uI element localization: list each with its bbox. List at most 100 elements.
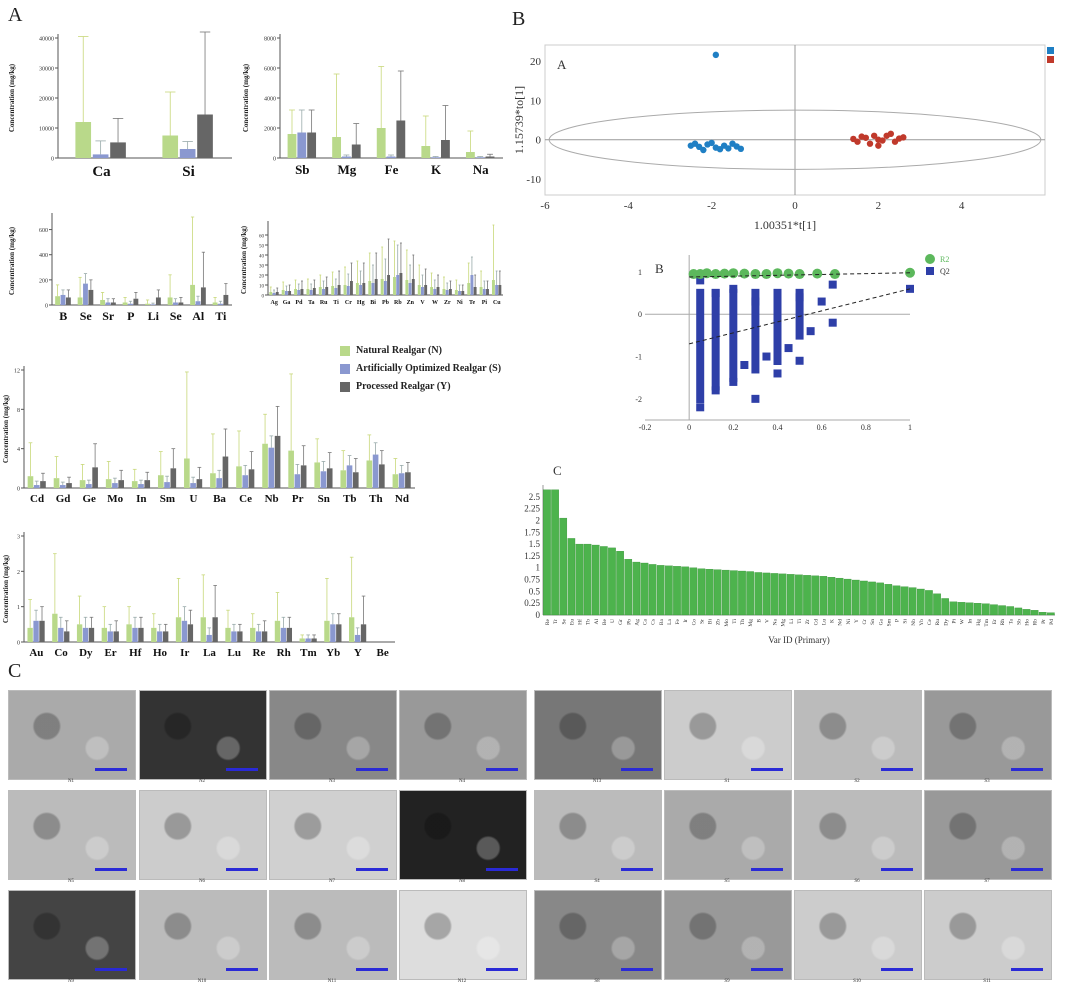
bar — [138, 627, 144, 642]
y-tick-label: 20 — [530, 56, 542, 68]
bar — [498, 285, 502, 295]
bar — [242, 475, 249, 488]
bar — [197, 114, 213, 158]
micrograph-tile — [924, 890, 1052, 980]
scale-bar — [226, 768, 258, 771]
category-label: Ti — [215, 309, 227, 323]
bar — [336, 624, 342, 642]
x-tick-label: 2 — [876, 200, 882, 212]
vip-bar — [624, 559, 633, 616]
category-label: Pi — [482, 300, 488, 306]
bar — [286, 627, 293, 642]
r2-point — [905, 267, 915, 278]
bar — [399, 273, 403, 295]
y-tick-label: 60 — [259, 235, 265, 240]
vip-category-label: Ca — [643, 618, 649, 625]
vip-bar — [916, 588, 925, 616]
category-label: In — [136, 493, 146, 505]
r2-point — [783, 268, 794, 279]
bar — [107, 631, 113, 642]
x-tick-label: 1 — [908, 423, 912, 432]
bar — [398, 473, 405, 488]
q2-point — [740, 361, 749, 369]
y-tick-label: -10 — [526, 174, 541, 186]
vip-bar — [770, 573, 779, 616]
q2-point — [828, 318, 837, 327]
q2-point — [711, 386, 720, 395]
vip-category-label: Dy — [943, 619, 949, 626]
vip-category-label: Tr — [553, 619, 559, 624]
micrograph-tile — [399, 690, 527, 780]
q2-point — [817, 297, 826, 306]
vip-bar — [892, 585, 901, 616]
scale-bar — [881, 868, 913, 871]
category-label: Tb — [343, 493, 356, 505]
y-tick-label: 3 — [17, 535, 20, 541]
vip-category-label: Ta — [1008, 618, 1014, 624]
micrograph-tile — [139, 690, 267, 780]
vip-bar — [860, 580, 868, 616]
vip-bar — [738, 570, 746, 616]
y-tick-label: 10 — [259, 285, 265, 290]
bar — [133, 298, 139, 305]
bar — [105, 302, 111, 305]
bar — [393, 277, 396, 295]
vip-bar — [778, 573, 787, 616]
x-tick-label: 0.6 — [817, 423, 827, 432]
category-label: Bi — [370, 300, 376, 306]
micrograph-caption: N1 — [67, 779, 75, 784]
micrograph-tile — [8, 890, 136, 980]
vip-bar — [819, 576, 828, 616]
vip-bar — [908, 587, 917, 616]
category-label: Ag — [271, 300, 278, 306]
y-tick-label: 0 — [536, 610, 541, 620]
category-label: Sm — [160, 493, 175, 505]
scale-bar — [95, 868, 127, 871]
bar — [473, 287, 477, 295]
category-label: La — [203, 647, 216, 659]
bar — [27, 476, 34, 488]
micrograph-tile — [534, 790, 662, 880]
y-tick-label: 2 — [536, 515, 541, 525]
q2-point — [711, 289, 720, 298]
micrograph-caption: S7 — [984, 879, 990, 884]
bar — [411, 279, 415, 295]
bar — [179, 149, 196, 158]
category-label: Rh — [277, 647, 291, 659]
bar — [110, 302, 116, 305]
q2-point — [751, 394, 760, 403]
micrograph-caption: N6 — [198, 879, 206, 884]
bar — [237, 631, 243, 642]
q2-point — [696, 403, 705, 412]
x-tick-label: 0 — [792, 200, 798, 212]
vip-category-label: In — [968, 619, 974, 624]
category-label: Al — [192, 309, 205, 323]
vip-category-label: Bi — [708, 619, 714, 625]
vip-category-label: Rh — [1000, 619, 1006, 626]
micrograph-caption: S2 — [854, 779, 860, 784]
panel-letter-c: C — [8, 660, 22, 682]
panel-letter-b: B — [512, 8, 526, 30]
scale-bar — [95, 968, 127, 971]
vip-category-label: Lu — [821, 619, 827, 625]
vip-bar — [941, 598, 949, 616]
y-axis-label: Concentration (mg/kg) — [2, 394, 10, 463]
y-tick-label: 0 — [262, 295, 265, 300]
y-tick-label: 0 — [536, 135, 542, 147]
micrograph-caption: N12 — [457, 979, 467, 984]
score-point — [850, 135, 857, 143]
bar — [250, 627, 256, 642]
bar — [52, 613, 58, 642]
bar — [33, 485, 40, 488]
bar — [105, 479, 112, 488]
vip-category-label: Eu — [569, 619, 575, 625]
vip-bar — [567, 538, 576, 616]
category-label: Cd — [30, 493, 44, 505]
category-label: Co — [54, 647, 68, 659]
score-point — [700, 146, 707, 154]
bar — [383, 281, 387, 295]
q2-stack — [795, 288, 804, 340]
bar — [173, 302, 178, 305]
bar — [196, 479, 203, 488]
bar — [272, 293, 276, 295]
